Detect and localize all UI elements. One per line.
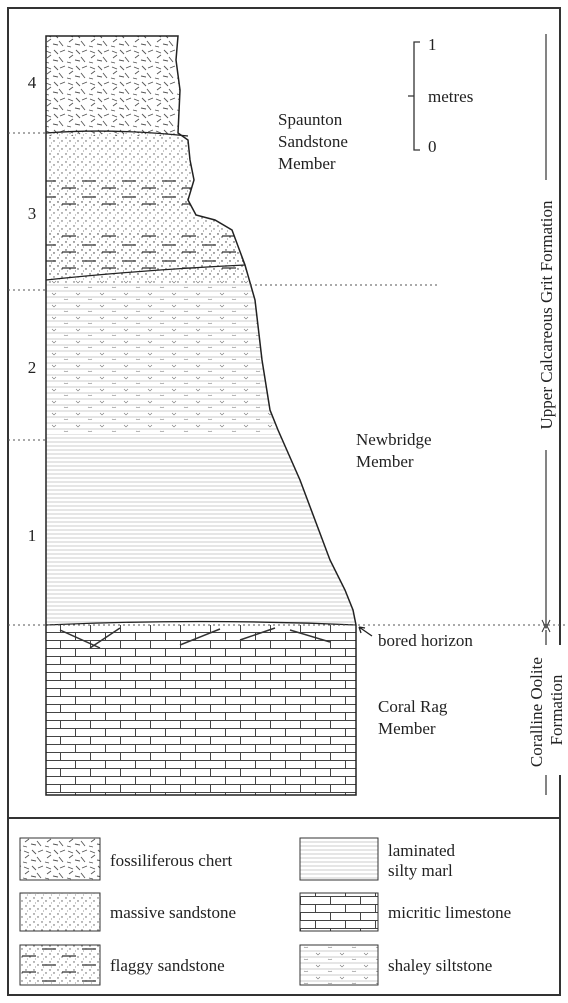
text-line: Formation [547,674,566,745]
arrow [359,627,372,636]
legend-swatch [20,945,100,985]
scale-top: 1 [428,35,437,54]
legend-label: micritic limestone [388,903,511,922]
depth-label: 1 [28,526,37,545]
text-line: Newbridge [356,430,432,449]
scale-bar [408,42,420,150]
legend-label: flaggy sandstone [110,956,225,975]
bored-horizon-label: bored horizon [378,631,473,650]
legend-swatch [300,893,378,931]
depth-labels: 4 3 2 1 [28,73,37,545]
legend-swatch [20,893,100,931]
legend: fossiliferous chert laminated silty marl… [20,838,511,985]
unit-label: Coral Rag Member [378,697,452,738]
text-line: Sandstone [278,132,348,151]
scale-bottom: 0 [428,137,437,156]
legend-label: massive sandstone [110,903,236,922]
legend-label: shaley siltstone [388,956,492,975]
unit-label: Spaunton Sandstone Member [278,110,352,173]
scale-unit: metres [428,87,473,106]
legend-label: laminated silty marl [388,841,459,880]
depth-label: 4 [28,73,37,92]
legend-swatch [300,945,378,985]
depth-label: 2 [28,358,37,377]
text-line: Member [356,452,414,471]
text-line: Coralline Oolite [527,657,546,767]
text-line: Member [278,154,336,173]
text-line: Spaunton [278,110,343,129]
text-line: laminated [388,841,456,860]
legend-swatch [20,838,100,880]
text-line: silty marl [388,861,453,880]
text-line: Coral Rag [378,697,448,716]
geological-log: 4 3 2 1 1 metres 0 Spaunton Sandstone Me… [0,0,568,1003]
legend-swatch [300,838,378,880]
depth-label: 3 [28,204,37,223]
text-line: Member [378,719,436,738]
legend-label: fossiliferous chert [110,851,233,870]
unit-label: Newbridge Member [356,430,436,471]
formation-label: Upper Calcareous Grit Formation [537,200,556,429]
